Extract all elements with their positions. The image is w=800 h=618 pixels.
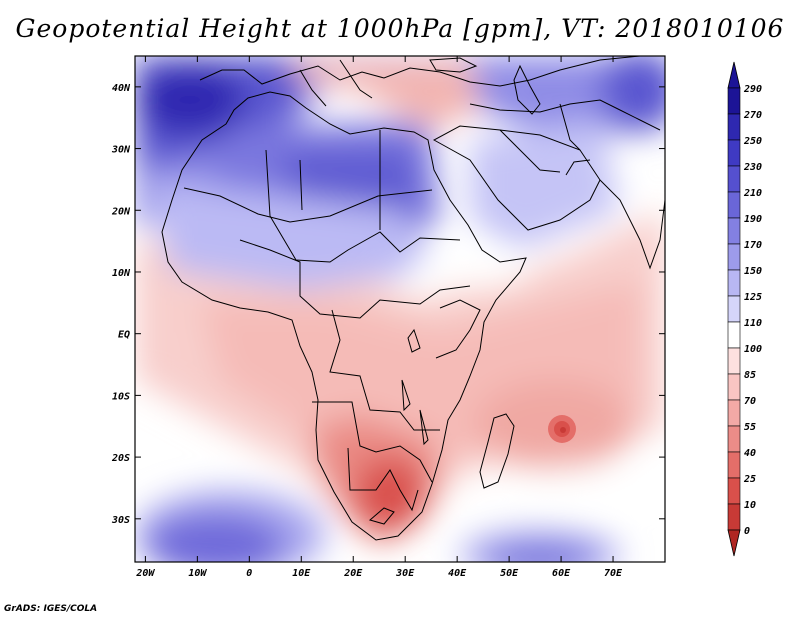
lat-label: EQ xyxy=(118,330,130,341)
colorbar-swatch xyxy=(727,503,741,531)
colorbar-swatch xyxy=(727,425,741,453)
lat-label: 10S xyxy=(112,391,130,402)
lat-label: 30N xyxy=(111,145,131,156)
colorbar-swatch xyxy=(727,243,741,271)
colorbar-label: 0 xyxy=(744,526,750,537)
colorbar-label: 210 xyxy=(743,188,762,199)
africa-coastline xyxy=(161,56,665,541)
colorbar-swatch xyxy=(727,451,741,479)
colorbar-swatch xyxy=(727,165,741,193)
lat-label: 10N xyxy=(112,268,131,279)
colorbar-swatch xyxy=(727,399,741,427)
lon-label: 20W xyxy=(135,568,155,579)
lon-label: 60E xyxy=(552,568,571,579)
lat-label: 40N xyxy=(112,83,131,94)
colorbar-label: 125 xyxy=(744,292,762,303)
grads-credit: GrADS: IGES/COLA xyxy=(4,604,98,614)
colorbar-swatch xyxy=(727,347,741,375)
colorbar-swatch xyxy=(727,191,741,219)
lat-label: 20N xyxy=(111,206,131,217)
map-title: Geopotential Height at 1000hPa [gpm], VT… xyxy=(15,14,785,43)
colorbar-label: 110 xyxy=(744,318,762,329)
colorbar-top-arrow xyxy=(727,61,741,89)
colorbar-label: 230 xyxy=(743,162,762,173)
colorbar-label: 270 xyxy=(743,110,762,121)
colorbar-swatch xyxy=(727,373,741,401)
colorbar-label: 25 xyxy=(743,474,756,485)
colorbar-label: 55 xyxy=(744,422,756,433)
colorbar-swatch xyxy=(727,477,741,505)
lon-label: 30E xyxy=(395,568,415,579)
plot-frame xyxy=(134,55,666,563)
colorbar-label: 100 xyxy=(744,344,762,355)
map-axes: 40N 30N 20N 10N EQ 10S 20S 30S 20W 10W 0 10E 20E 30E 4… xyxy=(111,56,665,579)
lon-label: 40E xyxy=(448,568,467,579)
colorbar-label: 70 xyxy=(744,396,756,407)
colorbar-label: 40 xyxy=(744,448,756,459)
colorbar-legend: 2902702502302101901701501251101008570554… xyxy=(727,61,762,557)
colorbar-bottom-arrow xyxy=(727,529,741,557)
lon-label: 50E xyxy=(500,568,519,579)
colorbar-label: 10 xyxy=(744,500,756,511)
lon-label: 10E xyxy=(292,568,311,579)
lat-label: 30S xyxy=(111,515,130,526)
colorbar-swatch xyxy=(727,139,741,167)
lat-label: 20S xyxy=(111,453,130,464)
colorbar-swatch xyxy=(727,87,741,115)
colorbar-swatch xyxy=(727,321,741,349)
colorbar-label: 170 xyxy=(744,240,762,251)
colorbar-label: 250 xyxy=(743,136,762,147)
height-field-shading xyxy=(135,56,665,562)
colorbar-label: 85 xyxy=(744,370,756,381)
lon-label: 70E xyxy=(604,568,623,579)
colorbar-label: 290 xyxy=(743,84,762,95)
colorbar-swatch xyxy=(727,113,741,141)
lon-label: 20E xyxy=(343,568,363,579)
colorbar-swatch xyxy=(727,295,741,323)
colorbar-label: 150 xyxy=(744,266,762,277)
colorbar-swatch xyxy=(727,269,741,297)
lon-label: 10W xyxy=(188,568,207,579)
colorbar-label: 190 xyxy=(744,214,762,225)
lon-label: 0 xyxy=(246,568,252,579)
colorbar-swatch xyxy=(727,217,741,245)
